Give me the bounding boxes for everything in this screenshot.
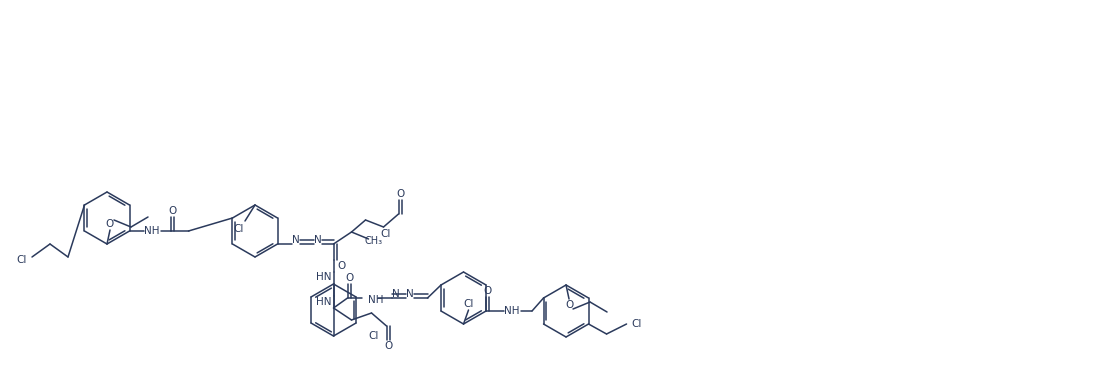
- Text: N: N: [392, 289, 399, 299]
- Text: O: O: [338, 261, 346, 271]
- Text: Cl: Cl: [632, 319, 642, 329]
- Text: Cl: Cl: [463, 299, 474, 309]
- Text: N: N: [406, 289, 414, 299]
- Text: N: N: [314, 235, 321, 245]
- Text: O: O: [396, 189, 404, 199]
- Text: O: O: [168, 206, 177, 216]
- Text: N: N: [292, 235, 299, 245]
- Text: HN: HN: [316, 297, 331, 307]
- Text: NH: NH: [505, 306, 520, 316]
- Text: O: O: [344, 273, 353, 283]
- Text: Cl: Cl: [381, 229, 391, 239]
- Text: CH₃: CH₃: [364, 236, 383, 246]
- Text: Cl: Cl: [234, 224, 245, 234]
- Text: NH: NH: [144, 226, 159, 236]
- Text: O: O: [484, 286, 491, 296]
- Text: O: O: [565, 300, 573, 310]
- Text: NH: NH: [367, 295, 383, 305]
- Text: Cl: Cl: [369, 331, 378, 341]
- Text: O: O: [106, 219, 114, 229]
- Text: HN: HN: [316, 272, 331, 282]
- Text: O: O: [384, 341, 392, 351]
- Text: Cl: Cl: [16, 255, 27, 265]
